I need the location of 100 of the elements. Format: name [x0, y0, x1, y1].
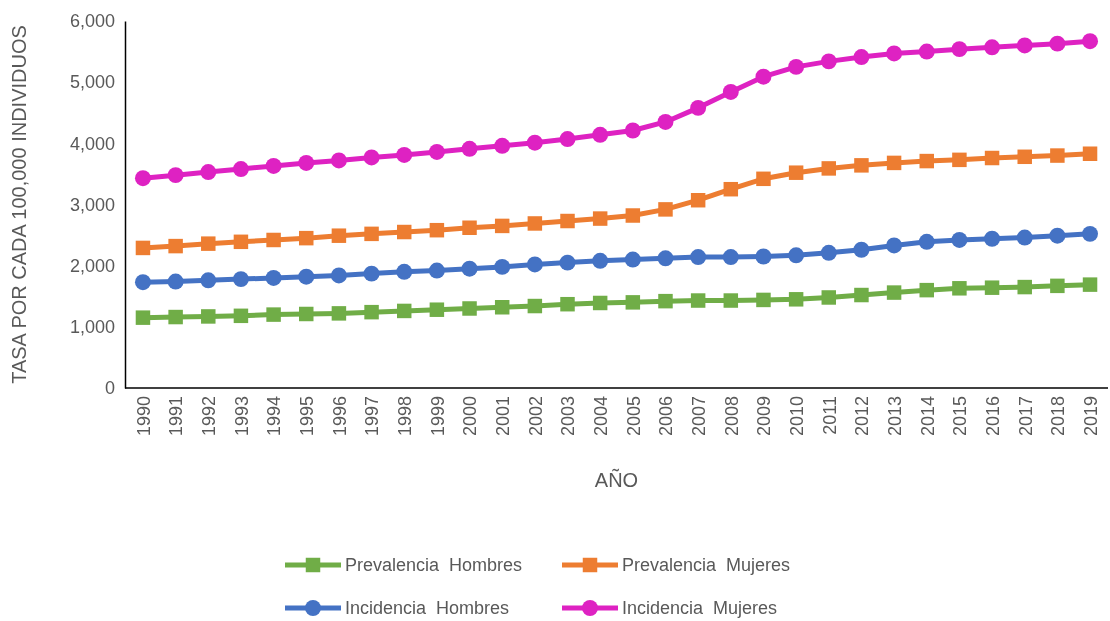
- point: [299, 306, 314, 322]
- legend-label: Incidencia Mujeres: [622, 598, 778, 619]
- point: [984, 230, 1001, 247]
- point: [134, 274, 151, 291]
- point: [396, 146, 413, 163]
- point: [168, 309, 183, 325]
- point: [232, 271, 249, 288]
- point: [952, 281, 967, 296]
- point: [821, 161, 837, 176]
- point: [559, 131, 576, 148]
- point: [886, 237, 903, 254]
- point: [756, 171, 771, 187]
- point: [526, 134, 543, 151]
- point: [396, 263, 413, 280]
- point: [1017, 279, 1032, 295]
- x-tick-label: 1995: [297, 396, 318, 437]
- point: [167, 167, 184, 184]
- point: [1082, 225, 1099, 242]
- point: [886, 285, 902, 300]
- x-tick-label: 2014: [917, 396, 938, 437]
- point: [461, 260, 478, 277]
- point: [201, 309, 216, 324]
- point: [135, 310, 151, 325]
- point: [200, 272, 217, 289]
- point: [624, 251, 641, 268]
- x-tick-label: 2003: [558, 396, 579, 437]
- point: [331, 228, 347, 243]
- point: [266, 232, 281, 248]
- x-tick-label: 1993: [231, 396, 252, 437]
- y-tick-label: 6,000: [69, 11, 115, 32]
- point: [1017, 149, 1032, 165]
- legend-label: Prevalencia Hombres: [345, 555, 523, 576]
- point: [560, 213, 575, 229]
- point: [1050, 278, 1065, 294]
- point: [494, 300, 510, 315]
- x-tick-label: 1994: [264, 396, 285, 437]
- point: [396, 224, 412, 240]
- point: [951, 232, 968, 248]
- point: [265, 158, 282, 174]
- point: [984, 280, 1000, 295]
- point: [168, 238, 183, 254]
- y-axis-title: TASA POR CADA 100,000 INDIVIDUOS: [8, 25, 30, 384]
- y-tick-label: 0: [104, 378, 115, 399]
- point: [560, 296, 575, 312]
- point: [625, 295, 641, 310]
- x-axis-title: AÑO: [594, 468, 639, 491]
- point: [461, 140, 478, 157]
- point: [494, 137, 511, 154]
- point: [462, 301, 477, 316]
- point: [657, 113, 674, 130]
- point: [918, 233, 935, 250]
- point: [690, 249, 707, 266]
- point: [624, 122, 641, 139]
- point: [266, 307, 281, 322]
- point: [363, 149, 380, 166]
- point: [722, 249, 739, 266]
- point: [886, 45, 903, 62]
- point: [200, 164, 217, 181]
- point: [527, 216, 543, 231]
- point: [1082, 33, 1099, 50]
- x-tick-label: 1992: [199, 396, 220, 437]
- point: [299, 230, 314, 246]
- point: [364, 304, 379, 320]
- x-tick-label: 2004: [590, 396, 611, 437]
- point: [298, 268, 315, 285]
- point: [690, 99, 707, 116]
- x-tick-label: 1991: [166, 396, 187, 437]
- point: [788, 292, 804, 307]
- point: [1016, 229, 1033, 246]
- point: [820, 244, 837, 261]
- x-tick-label: 2015: [950, 396, 971, 437]
- point: [134, 170, 151, 187]
- point: [135, 240, 151, 256]
- point: [428, 143, 445, 160]
- point: [1050, 148, 1065, 163]
- point: [951, 41, 968, 58]
- point: [690, 192, 706, 208]
- point: [984, 150, 1000, 166]
- point: [722, 83, 739, 100]
- point: [429, 222, 445, 238]
- point: [788, 165, 804, 180]
- point: [625, 208, 641, 223]
- point: [232, 161, 249, 177]
- point: [723, 181, 739, 197]
- point: [429, 302, 445, 317]
- point: [854, 158, 869, 173]
- x-tick-label: 2017: [1015, 396, 1036, 437]
- point: [592, 211, 608, 226]
- y-tick-label: 2,000: [69, 255, 115, 276]
- point: [559, 254, 576, 271]
- point: [854, 287, 869, 303]
- x-tick-label: 2016: [982, 396, 1003, 437]
- point: [919, 153, 934, 169]
- point: [364, 226, 379, 242]
- point: [820, 53, 837, 70]
- point: [233, 234, 249, 250]
- point: [428, 262, 445, 279]
- point: [984, 39, 1001, 56]
- point: [853, 49, 870, 66]
- legend-label: Prevalencia Mujeres: [622, 555, 791, 576]
